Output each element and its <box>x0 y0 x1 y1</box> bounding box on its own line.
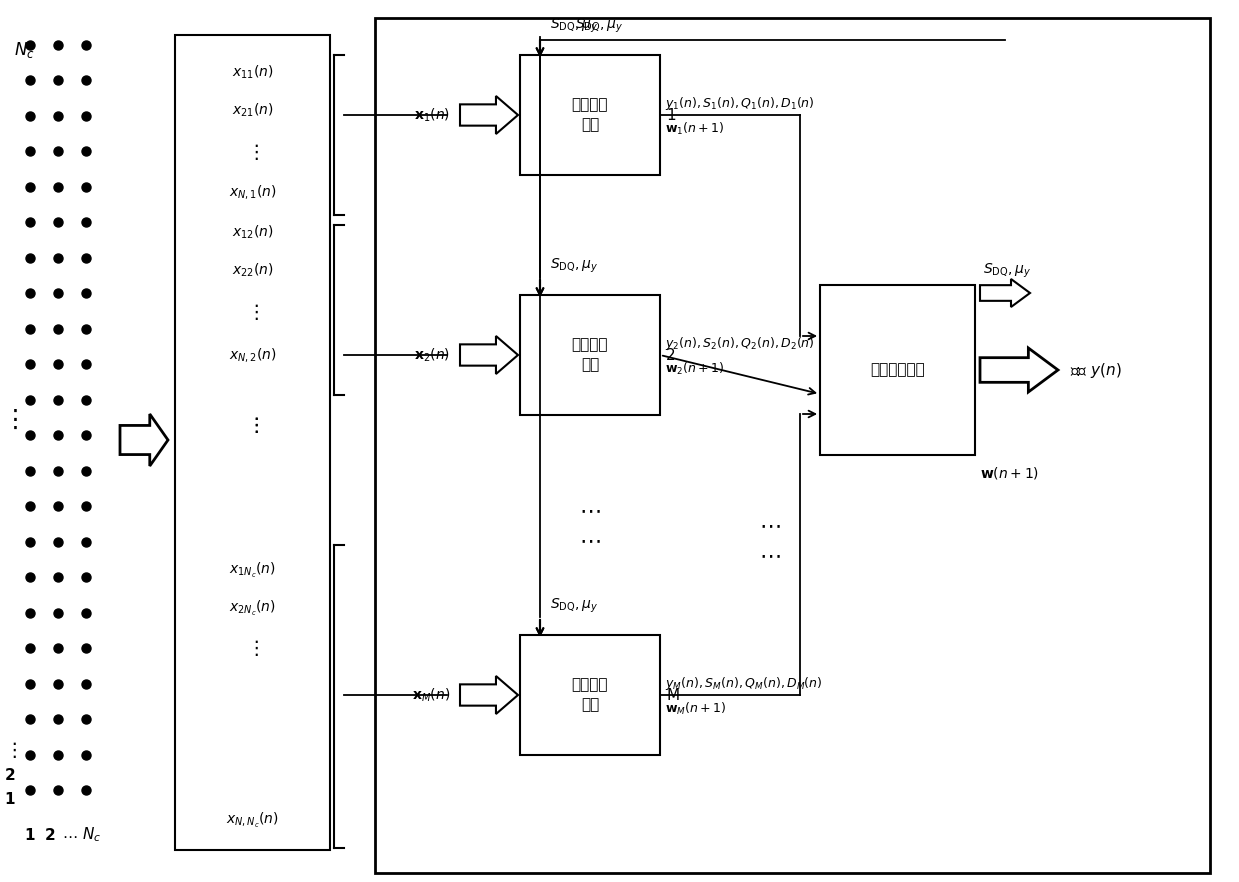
Text: $y_M(n), S_M(n), Q_M(n), D_M(n)$: $y_M(n), S_M(n), Q_M(n), D_M(n)$ <box>665 675 823 691</box>
Text: $\mathbf{2}$: $\mathbf{2}$ <box>45 827 56 843</box>
Text: $\mathbf{x}_{1}(n)$: $\mathbf{x}_{1}(n)$ <box>414 107 450 123</box>
Bar <box>175 35 330 850</box>
Text: $\vdots$: $\vdots$ <box>247 415 259 435</box>
Text: 1: 1 <box>667 108 675 123</box>
Text: $\cdots$: $\cdots$ <box>62 827 78 842</box>
Text: 并行处理
模块: 并行处理 模块 <box>571 677 608 713</box>
Text: $\vdots$: $\vdots$ <box>247 142 259 162</box>
Text: $y_2(n), S_2(n), Q_2(n), D_2(n)$: $y_2(n), S_2(n), Q_2(n), D_2(n)$ <box>665 334 814 352</box>
Bar <box>820 285 975 455</box>
Polygon shape <box>460 96 518 134</box>
Bar <box>375 18 1211 873</box>
Text: M: M <box>667 687 679 702</box>
Polygon shape <box>460 676 518 714</box>
Text: $N_c$: $N_c$ <box>83 826 102 844</box>
Text: $x_{12}(n)$: $x_{12}(n)$ <box>232 223 274 241</box>
Text: $S_{\rm DQ}, \mu_y$: $S_{\rm DQ}, \mu_y$ <box>550 257 598 275</box>
Text: $x_{22}(n)$: $x_{22}(n)$ <box>232 261 274 279</box>
Text: $\vdots$: $\vdots$ <box>4 740 16 760</box>
Polygon shape <box>980 348 1058 392</box>
Text: 综合处理模块: 综合处理模块 <box>870 363 924 377</box>
Polygon shape <box>460 336 518 374</box>
Text: $S_{\rm DQ}, \mu_y$: $S_{\rm DQ}, \mu_y$ <box>983 262 1031 280</box>
Text: $\mathbf{w}_M(n+1)$: $\mathbf{w}_M(n+1)$ <box>665 701 726 717</box>
Text: $\cdots$: $\cdots$ <box>579 500 601 520</box>
Text: $\vdots$: $\vdots$ <box>247 638 259 658</box>
Text: 1: 1 <box>5 793 15 808</box>
Text: $x_{N,N_c}(n)$: $x_{N,N_c}(n)$ <box>225 811 279 830</box>
Text: $x_{N,1}(n)$: $x_{N,1}(n)$ <box>229 183 276 201</box>
Text: $y_1(n), S_1(n), Q_1(n), D_1(n)$: $y_1(n), S_1(n), Q_1(n), D_1(n)$ <box>665 94 814 111</box>
Text: $x_{21}(n)$: $x_{21}(n)$ <box>232 101 274 119</box>
Text: $x_{1N_c}(n)$: $x_{1N_c}(n)$ <box>229 560 276 579</box>
Text: $S_{\rm DQ}, \mu_y$: $S_{\rm DQ}, \mu_y$ <box>550 597 598 615</box>
Text: 2: 2 <box>5 767 15 782</box>
Text: $\mathbf{w}(n+1)$: $\mathbf{w}(n+1)$ <box>980 465 1040 481</box>
Text: 2: 2 <box>667 348 675 363</box>
Text: $\cdots$: $\cdots$ <box>579 530 601 550</box>
Bar <box>520 295 660 415</box>
Text: $\mathbf{w}_2(n+1)$: $\mathbf{w}_2(n+1)$ <box>665 361 725 377</box>
Text: 并行处理
模块: 并行处理 模块 <box>571 98 608 132</box>
Text: $\mathbf{x}_{2}(n)$: $\mathbf{x}_{2}(n)$ <box>414 347 450 363</box>
Text: 并行处理
模块: 并行处理 模块 <box>571 338 608 372</box>
Text: $\mathbf{1}$: $\mathbf{1}$ <box>25 827 36 843</box>
Text: $x_{N,2}(n)$: $x_{N,2}(n)$ <box>229 346 276 364</box>
Text: $N_c$: $N_c$ <box>14 40 35 60</box>
Text: $\mathbf{x}_{M}(n)$: $\mathbf{x}_{M}(n)$ <box>411 686 450 704</box>
Text: $\cdots$: $\cdots$ <box>760 545 781 565</box>
Bar <box>520 55 660 175</box>
Text: $\vdots$: $\vdots$ <box>2 408 17 432</box>
Text: $S_{\rm DQ}, \mu_y$: $S_{\rm DQ}, \mu_y$ <box>550 17 598 35</box>
Bar <box>520 635 660 755</box>
Text: $\vdots$: $\vdots$ <box>247 415 259 435</box>
Polygon shape <box>120 414 169 466</box>
Text: $x_{2N_c}(n)$: $x_{2N_c}(n)$ <box>229 599 276 617</box>
Text: $\vdots$: $\vdots$ <box>247 302 259 322</box>
Text: $\cdots$: $\cdots$ <box>760 515 781 535</box>
Text: 输出 $y(n)$: 输出 $y(n)$ <box>1070 361 1121 379</box>
Text: $S_{\rm DQ}, \mu_y$: $S_{\rm DQ}, \mu_y$ <box>575 17 623 35</box>
Text: $\mathbf{w}_1(n+1)$: $\mathbf{w}_1(n+1)$ <box>665 121 725 137</box>
Polygon shape <box>980 279 1030 307</box>
Text: $x_{11}(n)$: $x_{11}(n)$ <box>232 64 274 80</box>
